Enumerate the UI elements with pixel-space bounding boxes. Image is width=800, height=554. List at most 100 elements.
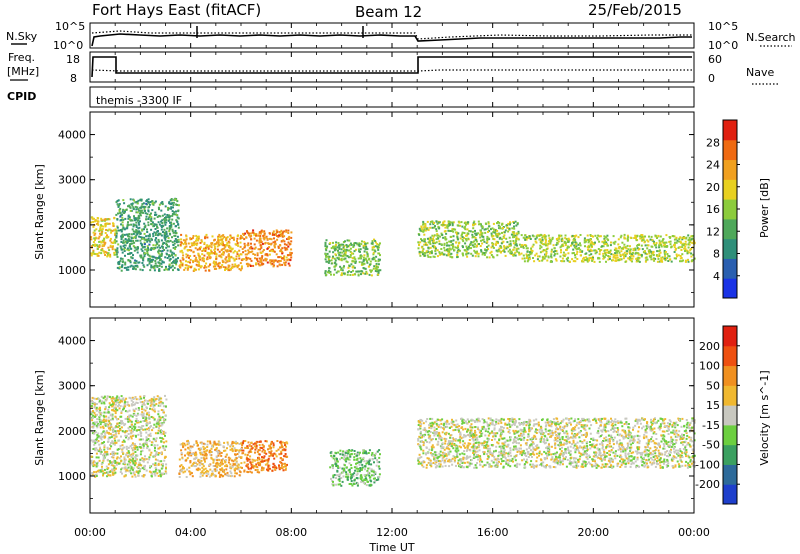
power-cell [177,238,180,241]
power-cell [366,261,369,264]
power-cell [214,247,217,250]
power-cell [266,254,269,257]
power-cell [244,249,247,252]
power-cell [193,254,196,257]
velocity-cell [188,442,190,445]
power-cell [246,265,249,268]
power-cell [158,268,161,270]
power-cell [638,260,641,263]
power-cell [233,250,236,253]
velocity-cell [107,474,110,477]
velocity-cell [130,456,133,459]
velocity-cell [101,435,104,438]
power-cell [662,238,665,240]
power-cell [133,241,136,244]
power-cell [578,247,580,250]
power-cell [150,266,153,269]
power-cell [115,232,118,235]
power-cell [145,235,148,238]
power-cell [115,240,118,243]
power-cell [342,243,345,246]
power-cell [687,234,690,237]
power-cell [124,261,127,264]
power-cell [276,231,279,234]
power-cell [272,231,275,234]
power-cell [368,257,371,260]
power-cell [223,236,226,238]
power-cell [629,236,632,239]
power-cell [143,208,146,211]
power-cell [428,239,431,242]
power-cell [451,228,454,231]
power-cell [131,202,134,205]
power-cell [586,238,589,241]
velocity-cell [118,457,121,460]
velocity-cell [137,446,140,449]
velocity-cell [197,447,200,450]
power-cell [442,236,445,239]
power-cell [512,242,515,245]
velocity-cell [109,470,112,473]
power-cell [452,221,455,224]
power-cell [101,228,104,231]
power-cell [635,237,637,240]
power-cell [234,263,237,266]
velocity-cell [267,469,269,472]
power-cell [445,254,448,257]
velocity-cell [134,475,137,478]
power-cell [262,249,265,251]
power-cell [287,258,290,261]
power-cell [340,259,343,262]
power-cell [147,198,150,201]
power-cell [339,244,342,247]
velocity-cell [218,452,221,455]
power-cell [688,243,691,246]
power-cell [268,246,271,249]
power-cell [364,267,367,270]
velocity-cell [249,461,252,464]
power-cell [149,214,152,217]
velocity-cell [261,466,264,469]
power-cell [627,236,630,239]
velocity-cell [112,431,114,433]
velocity-cell [101,468,104,471]
power-cell [579,248,582,251]
power-cell [675,247,677,250]
power-cell [690,238,693,241]
power-cell [590,249,593,252]
velocity-cell [231,442,234,445]
power-cell [634,248,637,251]
velocity-cell [199,475,202,478]
power-cell [626,250,629,253]
velocity-cell [114,426,117,429]
power-cell [258,241,261,244]
power-cell [120,219,123,221]
power-cell [100,224,103,227]
velocity-cell [198,449,201,452]
power-cell [109,244,112,247]
power-cell [142,259,145,262]
power-cell [524,238,527,241]
power-cell [464,225,467,228]
velocity-cell [210,474,213,477]
power-cell [343,248,346,251]
power-cell [466,228,469,231]
power-cell [484,228,487,231]
power-cell [195,234,198,237]
velocity-cell [113,397,116,400]
power-cell [681,236,684,239]
power-cell [577,243,580,246]
power-cell [476,245,478,248]
power-cell [516,250,519,253]
power-cell [113,253,116,256]
power-cell [562,251,565,254]
power-cell [520,252,523,255]
velocity-cell [144,409,147,412]
velocity-cell [283,455,286,458]
power-cell [223,247,226,250]
power-cell [121,233,124,236]
power-cell [372,253,375,256]
velocity-cell [139,443,141,446]
velocity-cell [215,447,218,449]
velocity-cell [130,399,133,402]
